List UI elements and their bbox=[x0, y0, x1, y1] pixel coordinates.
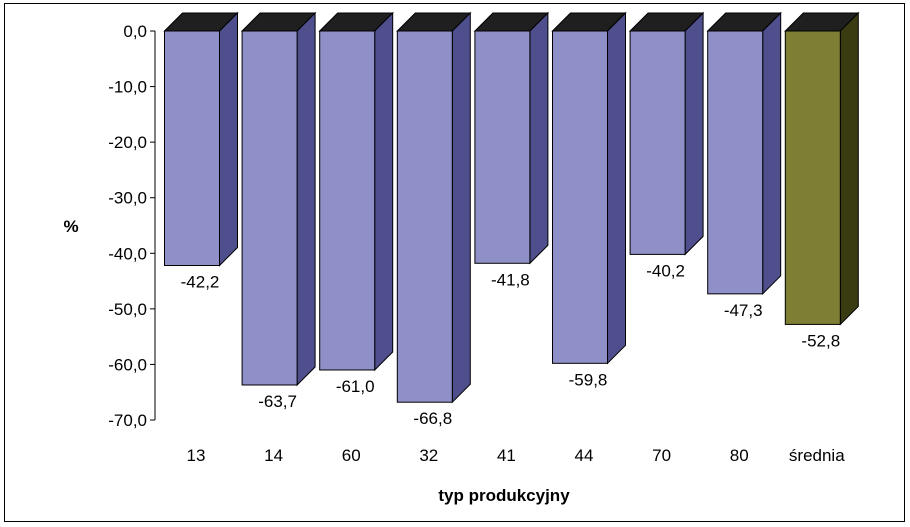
x-tick-label: 41 bbox=[497, 446, 516, 465]
y-tick-label: -40,0 bbox=[108, 244, 147, 263]
data-label: -41,8 bbox=[491, 270, 530, 289]
bar-front-face bbox=[241, 30, 298, 386]
bar-front-face bbox=[474, 30, 531, 264]
bar-chart: 0,0 -10,0 -20,0 -30,0 -40,0 -50,0 -60,0 -70,0 -… bbox=[63, 11, 860, 505]
x-tick-label: 32 bbox=[419, 446, 438, 465]
bar-średnia bbox=[784, 11, 860, 326]
bar-side-face bbox=[529, 11, 549, 265]
bar-front-face bbox=[319, 30, 376, 371]
y-tick-label: -10,0 bbox=[108, 78, 147, 97]
bar-side-face bbox=[296, 11, 316, 387]
data-label: -66,8 bbox=[413, 409, 452, 428]
bar-13 bbox=[163, 11, 239, 267]
x-tick-label: 60 bbox=[342, 446, 361, 465]
y-tick-label: 0,0 bbox=[123, 22, 147, 41]
data-label: -63,7 bbox=[258, 392, 297, 411]
x-tick-label: 44 bbox=[575, 446, 594, 465]
bar-60 bbox=[318, 11, 394, 372]
bar-side-face bbox=[839, 11, 859, 326]
data-label: -61,0 bbox=[336, 377, 375, 396]
data-label: -47,3 bbox=[724, 301, 763, 320]
bar-front-face bbox=[784, 30, 841, 325]
bar-side-face bbox=[219, 11, 238, 267]
x-tick-label: 80 bbox=[730, 446, 749, 465]
chart-frame: 0,0 -10,0 -20,0 -30,0 -40,0 -50,0 -60,0 -70,0 -… bbox=[4, 3, 905, 522]
y-tick-label: -20,0 bbox=[108, 133, 147, 152]
bar-side-face bbox=[451, 11, 471, 404]
bar-14 bbox=[240, 11, 317, 387]
x-tick-label: 13 bbox=[187, 446, 206, 465]
y-tick-label: -50,0 bbox=[108, 300, 147, 319]
y-tick-label: -30,0 bbox=[108, 189, 147, 208]
x-tick-label: średnia bbox=[789, 446, 845, 465]
bar-side-face bbox=[762, 11, 782, 296]
bar-41 bbox=[473, 11, 550, 265]
bar-44 bbox=[551, 11, 627, 365]
data-label: -42,2 bbox=[181, 273, 220, 292]
bar-70 bbox=[628, 11, 705, 256]
y-axis-title: % bbox=[63, 217, 78, 236]
bar-80 bbox=[706, 11, 782, 296]
x-tick-label: 70 bbox=[652, 446, 671, 465]
data-label: -40,2 bbox=[646, 261, 685, 280]
bar-front-face bbox=[629, 30, 686, 255]
bar-front-face bbox=[552, 30, 608, 364]
bar-front-face bbox=[164, 30, 220, 267]
bar-side-face bbox=[607, 11, 626, 365]
x-tick-label: 14 bbox=[264, 446, 283, 465]
bar-side-face bbox=[374, 11, 394, 372]
bar-front-face bbox=[396, 30, 453, 403]
bar-side-face bbox=[684, 11, 704, 256]
data-label: -52,8 bbox=[801, 331, 840, 350]
bar-32 bbox=[396, 11, 472, 404]
data-label: -59,8 bbox=[569, 370, 608, 389]
y-tick-label: -70,0 bbox=[108, 411, 147, 430]
y-tick-label: -60,0 bbox=[108, 355, 147, 374]
bar-front-face bbox=[707, 30, 764, 295]
x-axis-title: typ produkcyjny bbox=[438, 486, 570, 505]
